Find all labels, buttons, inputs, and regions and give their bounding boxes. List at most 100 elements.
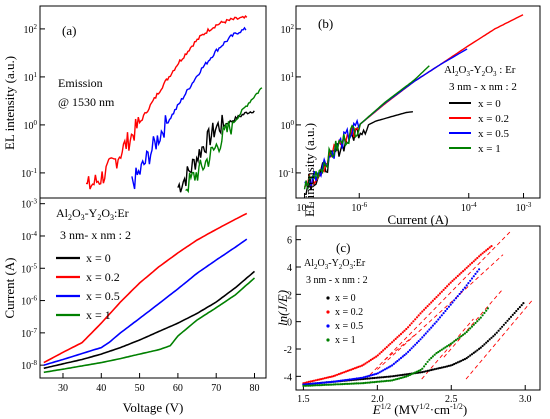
data-point-1 [339, 372, 342, 375]
panel-b-material: Al2O3-Y2O3 : Er [444, 64, 516, 78]
data-point-3 [430, 356, 433, 360]
data-point-0 [458, 360, 461, 363]
data-point-1 [312, 379, 316, 382]
data-point-2 [431, 324, 434, 327]
legend-swatch [326, 324, 330, 328]
data-point-0 [368, 377, 371, 380]
y-tick-label: 100 [24, 119, 38, 132]
data-point-0 [417, 371, 420, 374]
data-point-1 [456, 274, 459, 278]
panel-a-material: Al2O3-Y2O3:Er [56, 206, 129, 222]
y-tick-label: 100 [281, 119, 295, 132]
data-point-1 [410, 322, 413, 325]
data-point-3 [387, 379, 390, 382]
data-point-2 [330, 380, 333, 383]
data-point-3 [410, 373, 413, 376]
data-point-1 [486, 247, 489, 251]
y-tick-label: 2 [287, 290, 292, 301]
x-tick-label: 2.0 [371, 394, 384, 405]
x-tick-label: 70 [211, 383, 221, 394]
data-point-1 [476, 256, 479, 260]
series-line-1 [85, 15, 248, 190]
data-point-1 [435, 296, 438, 299]
x-tick-label: 10-3 [516, 201, 532, 214]
data-point-1 [353, 367, 356, 370]
data-point-3 [398, 377, 401, 380]
panel-a: 10-1 100 101 102 10-8 10-7 10-6 10-5 10-4 10-3 3… [2, 5, 267, 415]
legend-label: x = 1 [335, 335, 356, 346]
data-point-3 [403, 375, 406, 379]
data-point-1 [362, 363, 365, 366]
panel-c-label: (c) [336, 240, 350, 255]
data-point-3 [325, 383, 328, 386]
data-point-3 [336, 383, 339, 386]
data-point-0 [438, 366, 442, 370]
legend-label: x = 0.2 [478, 113, 509, 125]
data-point-2 [348, 378, 351, 381]
data-point-0 [385, 375, 388, 378]
x-tick-label: 1.5 [297, 394, 310, 405]
data-point-3 [350, 382, 353, 385]
data-point-0 [513, 311, 516, 315]
data-point-0 [424, 370, 427, 373]
data-point-2 [366, 375, 369, 378]
panel-a-frame-bottom [39, 197, 267, 379]
data-point-3 [352, 382, 355, 385]
data-point-2 [437, 318, 440, 321]
data-point-3 [476, 320, 479, 323]
legend-label: x = 0 [478, 98, 501, 110]
y-tick-label: -4 [284, 372, 292, 383]
data-point-2 [327, 381, 330, 384]
data-point-1 [460, 271, 463, 274]
data-point-0 [403, 373, 406, 376]
data-point-2 [336, 380, 339, 383]
data-point-3 [391, 379, 394, 382]
data-point-1 [419, 312, 422, 315]
x-tick-label: 2.5 [445, 394, 458, 405]
x-tick-label: 10-6 [351, 201, 367, 214]
data-point-2 [387, 366, 390, 369]
data-point-1 [421, 310, 424, 313]
data-point-0 [378, 376, 381, 379]
panel-a-top-series [85, 15, 263, 194]
data-point-1 [348, 369, 351, 372]
data-point-1 [332, 375, 335, 378]
data-point-1 [327, 376, 330, 379]
data-point-0 [451, 363, 454, 366]
data-point-2 [447, 305, 450, 308]
data-point-1 [371, 357, 374, 360]
data-point-0 [398, 374, 401, 377]
data-point-3 [305, 384, 308, 387]
data-point-1 [417, 314, 420, 317]
data-point-0 [362, 377, 365, 381]
data-point-0 [435, 367, 438, 370]
fit-line [465, 299, 533, 380]
data-point-0 [460, 359, 463, 362]
data-point-3 [407, 374, 410, 377]
data-point-0 [437, 367, 440, 370]
x-tick-label: 10-7 [297, 201, 313, 214]
data-point-3 [460, 335, 463, 338]
y-tick-label: -2 [284, 345, 292, 356]
data-point-1 [433, 297, 436, 300]
data-point-0 [364, 377, 367, 380]
data-point-3 [375, 380, 378, 383]
data-point-1 [438, 292, 442, 295]
data-point-2 [392, 362, 395, 365]
data-point-3 [483, 311, 486, 315]
data-point-0 [508, 317, 511, 320]
panel-c-legend: x = 0 x = 0.2 x = 0.5 x = 1 [326, 293, 363, 346]
y-tick-label: 101 [24, 71, 38, 84]
data-point-1 [446, 285, 449, 288]
panel-c-xlabel: E1/2 (MV1/2·cm-1/2) [372, 402, 467, 417]
series-line-0 [304, 111, 413, 196]
data-point-1 [408, 324, 411, 327]
y-tick-label: 102 [281, 23, 295, 36]
data-point-3 [332, 383, 335, 386]
data-point-2 [350, 378, 353, 381]
data-point-1 [398, 334, 401, 337]
data-point-0 [465, 357, 468, 360]
data-point-3 [401, 376, 404, 379]
x-tick-label: 10-4 [461, 201, 477, 214]
